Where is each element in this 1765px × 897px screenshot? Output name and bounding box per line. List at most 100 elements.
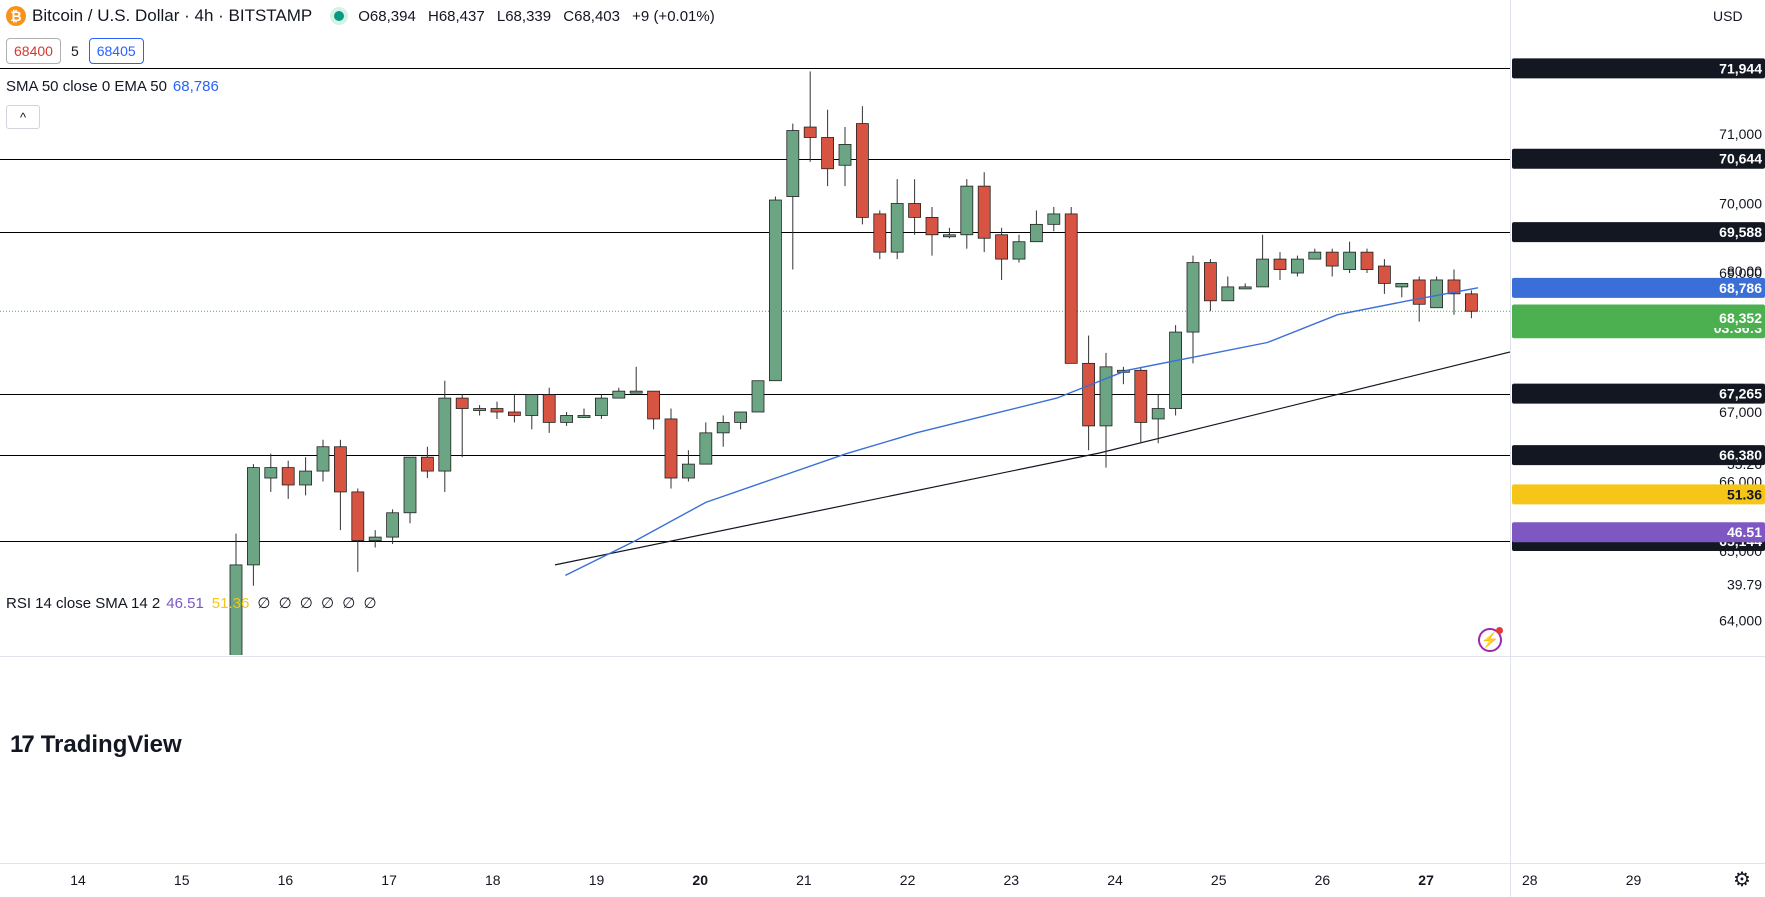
candle-body-up bbox=[386, 512, 400, 538]
time-axis-tick: 23 bbox=[1004, 872, 1020, 888]
chart-header: ₿ Bitcoin / U.S. Dollar · 4h · BITSTAMP … bbox=[6, 6, 723, 26]
candle-body-up bbox=[1186, 262, 1200, 333]
rsi-label-text: 46.51 bbox=[1727, 524, 1762, 540]
rsi-sma-line bbox=[0, 331, 1480, 545]
price-label-box bbox=[1512, 58, 1765, 79]
rsi-indicator-label: RSI 14 close SMA 14 2 bbox=[6, 595, 161, 612]
rsi-line bbox=[0, 271, 1480, 575]
candle-body-up bbox=[264, 467, 278, 479]
time-axis-tick: 16 bbox=[278, 872, 294, 888]
price-label-text: 69,588 bbox=[1719, 224, 1762, 240]
candle-body-up bbox=[577, 415, 591, 418]
time-axis-tick: 25 bbox=[1211, 872, 1227, 888]
price-axis-tick: 67,000 bbox=[1719, 404, 1762, 420]
rsi-indicator-legend[interactable]: RSI 14 close SMA 14 2 46.51 51.36 ∅ ∅ ∅ ∅ ∅… bbox=[6, 594, 379, 612]
symbol-title[interactable]: Bitcoin / U.S. Dollar · 4h · BITSTAMP bbox=[32, 6, 313, 25]
candle-body-down bbox=[664, 418, 678, 479]
close-value: C68,403 bbox=[563, 7, 620, 25]
price-label-text: 68,786 bbox=[1719, 280, 1762, 296]
open-value: O68,394 bbox=[358, 7, 416, 25]
currency-label[interactable]: USD bbox=[1713, 8, 1743, 24]
candle-body-down bbox=[507, 411, 521, 416]
candle-body-down bbox=[1465, 293, 1478, 312]
candle-body-down bbox=[1082, 362, 1095, 427]
time-axis-tick: 17 bbox=[381, 872, 397, 888]
price-label-box bbox=[1512, 222, 1765, 243]
sell-price-button[interactable]: 68400 bbox=[6, 38, 61, 64]
time-axis-tick: 24 bbox=[1107, 872, 1123, 888]
candle-body-down bbox=[490, 408, 504, 413]
collapse-legend-button[interactable]: ^ bbox=[6, 105, 40, 129]
candle-body-down bbox=[542, 394, 556, 423]
candle-body-down bbox=[1273, 258, 1287, 270]
time-axis-tick: 22 bbox=[900, 872, 916, 888]
candle-body-up bbox=[1395, 283, 1409, 288]
time-axis-tick: 27 bbox=[1418, 872, 1434, 888]
rsi-axis-tick: 39.79 bbox=[1727, 577, 1762, 593]
time-axis-tick: 19 bbox=[589, 872, 605, 888]
candle-body-up bbox=[786, 130, 800, 197]
candle-body-up bbox=[629, 390, 643, 394]
bitcoin-logo-icon: ₿ bbox=[6, 6, 26, 26]
candle-body-up bbox=[734, 411, 747, 423]
candle-body-down bbox=[1064, 213, 1078, 364]
candle-body-up bbox=[1308, 251, 1322, 260]
candle-body-down bbox=[856, 123, 869, 218]
rsi-axis-tick: 55.26 bbox=[1727, 456, 1762, 472]
candle-body-up bbox=[960, 185, 974, 236]
time-axis-tick: 21 bbox=[796, 872, 812, 888]
candle-body-up bbox=[1221, 286, 1235, 302]
candle-body-down bbox=[1378, 265, 1391, 284]
candle-body-up bbox=[699, 432, 713, 465]
rsi-label-box bbox=[1512, 484, 1765, 505]
price-label-text: 66,380 bbox=[1719, 447, 1762, 463]
candle-body-down bbox=[333, 446, 347, 493]
candle-body-up bbox=[403, 456, 417, 514]
rsi-empty-values: ∅ ∅ ∅ ∅ ∅ ∅ bbox=[257, 595, 379, 612]
price-axis-tick: 64,000 bbox=[1719, 613, 1762, 629]
main-pane bbox=[0, 68, 1510, 655]
lightning-alert-icon[interactable]: ⚡ bbox=[1478, 627, 1503, 652]
time-axis-tick: 14 bbox=[70, 872, 86, 888]
gear-icon[interactable]: ⚙ bbox=[1733, 869, 1751, 891]
candle-body-down bbox=[420, 456, 434, 472]
price-label-text: 70,644 bbox=[1719, 151, 1762, 167]
notification-dot bbox=[1496, 627, 1503, 634]
time-axis-tick: 20 bbox=[692, 872, 708, 888]
price-label-box bbox=[1512, 277, 1765, 298]
candle-body-up bbox=[229, 564, 243, 655]
candle-body-up bbox=[525, 394, 539, 416]
tradingview-mark-icon: 17 bbox=[10, 731, 35, 758]
sma-50-line bbox=[565, 287, 1479, 576]
candle-body-up bbox=[890, 203, 904, 253]
candle-body-up bbox=[838, 144, 852, 166]
candle-body-up bbox=[1291, 258, 1304, 274]
candle-body-up bbox=[1030, 223, 1043, 243]
rsi-sma-value: 51.36 bbox=[211, 595, 250, 612]
rsi-label-box bbox=[1512, 522, 1765, 543]
candle-body-up bbox=[1343, 251, 1356, 270]
high-value: H68,437 bbox=[427, 7, 485, 25]
candle-body-down bbox=[1412, 279, 1426, 305]
time-axis-tick: 28 bbox=[1522, 872, 1538, 888]
rsi-label-text: 51.36 bbox=[1727, 486, 1762, 502]
price-label-text: 67,265 bbox=[1719, 386, 1762, 402]
price-axis-tick: 71,000 bbox=[1719, 126, 1762, 142]
candle-body-up bbox=[1151, 408, 1165, 420]
price-label-box bbox=[1512, 383, 1765, 404]
candle-body-down bbox=[455, 397, 469, 409]
candle-body-down bbox=[1204, 262, 1217, 302]
sma-indicator-legend[interactable]: SMA 50 close 0 EMA 50 68,786 bbox=[6, 78, 219, 95]
candle-body-up bbox=[751, 380, 765, 413]
buy-price-button[interactable]: 68405 bbox=[88, 38, 144, 64]
rsi-axis-tick: 80.00 bbox=[1727, 263, 1762, 279]
tradingview-wordmark: TradingView bbox=[40, 731, 182, 758]
candle-body-down bbox=[821, 137, 834, 170]
candle-body-up bbox=[473, 408, 487, 411]
tradingview-logo[interactable]: 17 TradingView bbox=[10, 731, 182, 759]
candle-body-up bbox=[1047, 213, 1061, 225]
candle-body-up bbox=[1169, 331, 1182, 409]
candle-body-up bbox=[246, 467, 260, 566]
candle-body-up bbox=[943, 234, 956, 238]
